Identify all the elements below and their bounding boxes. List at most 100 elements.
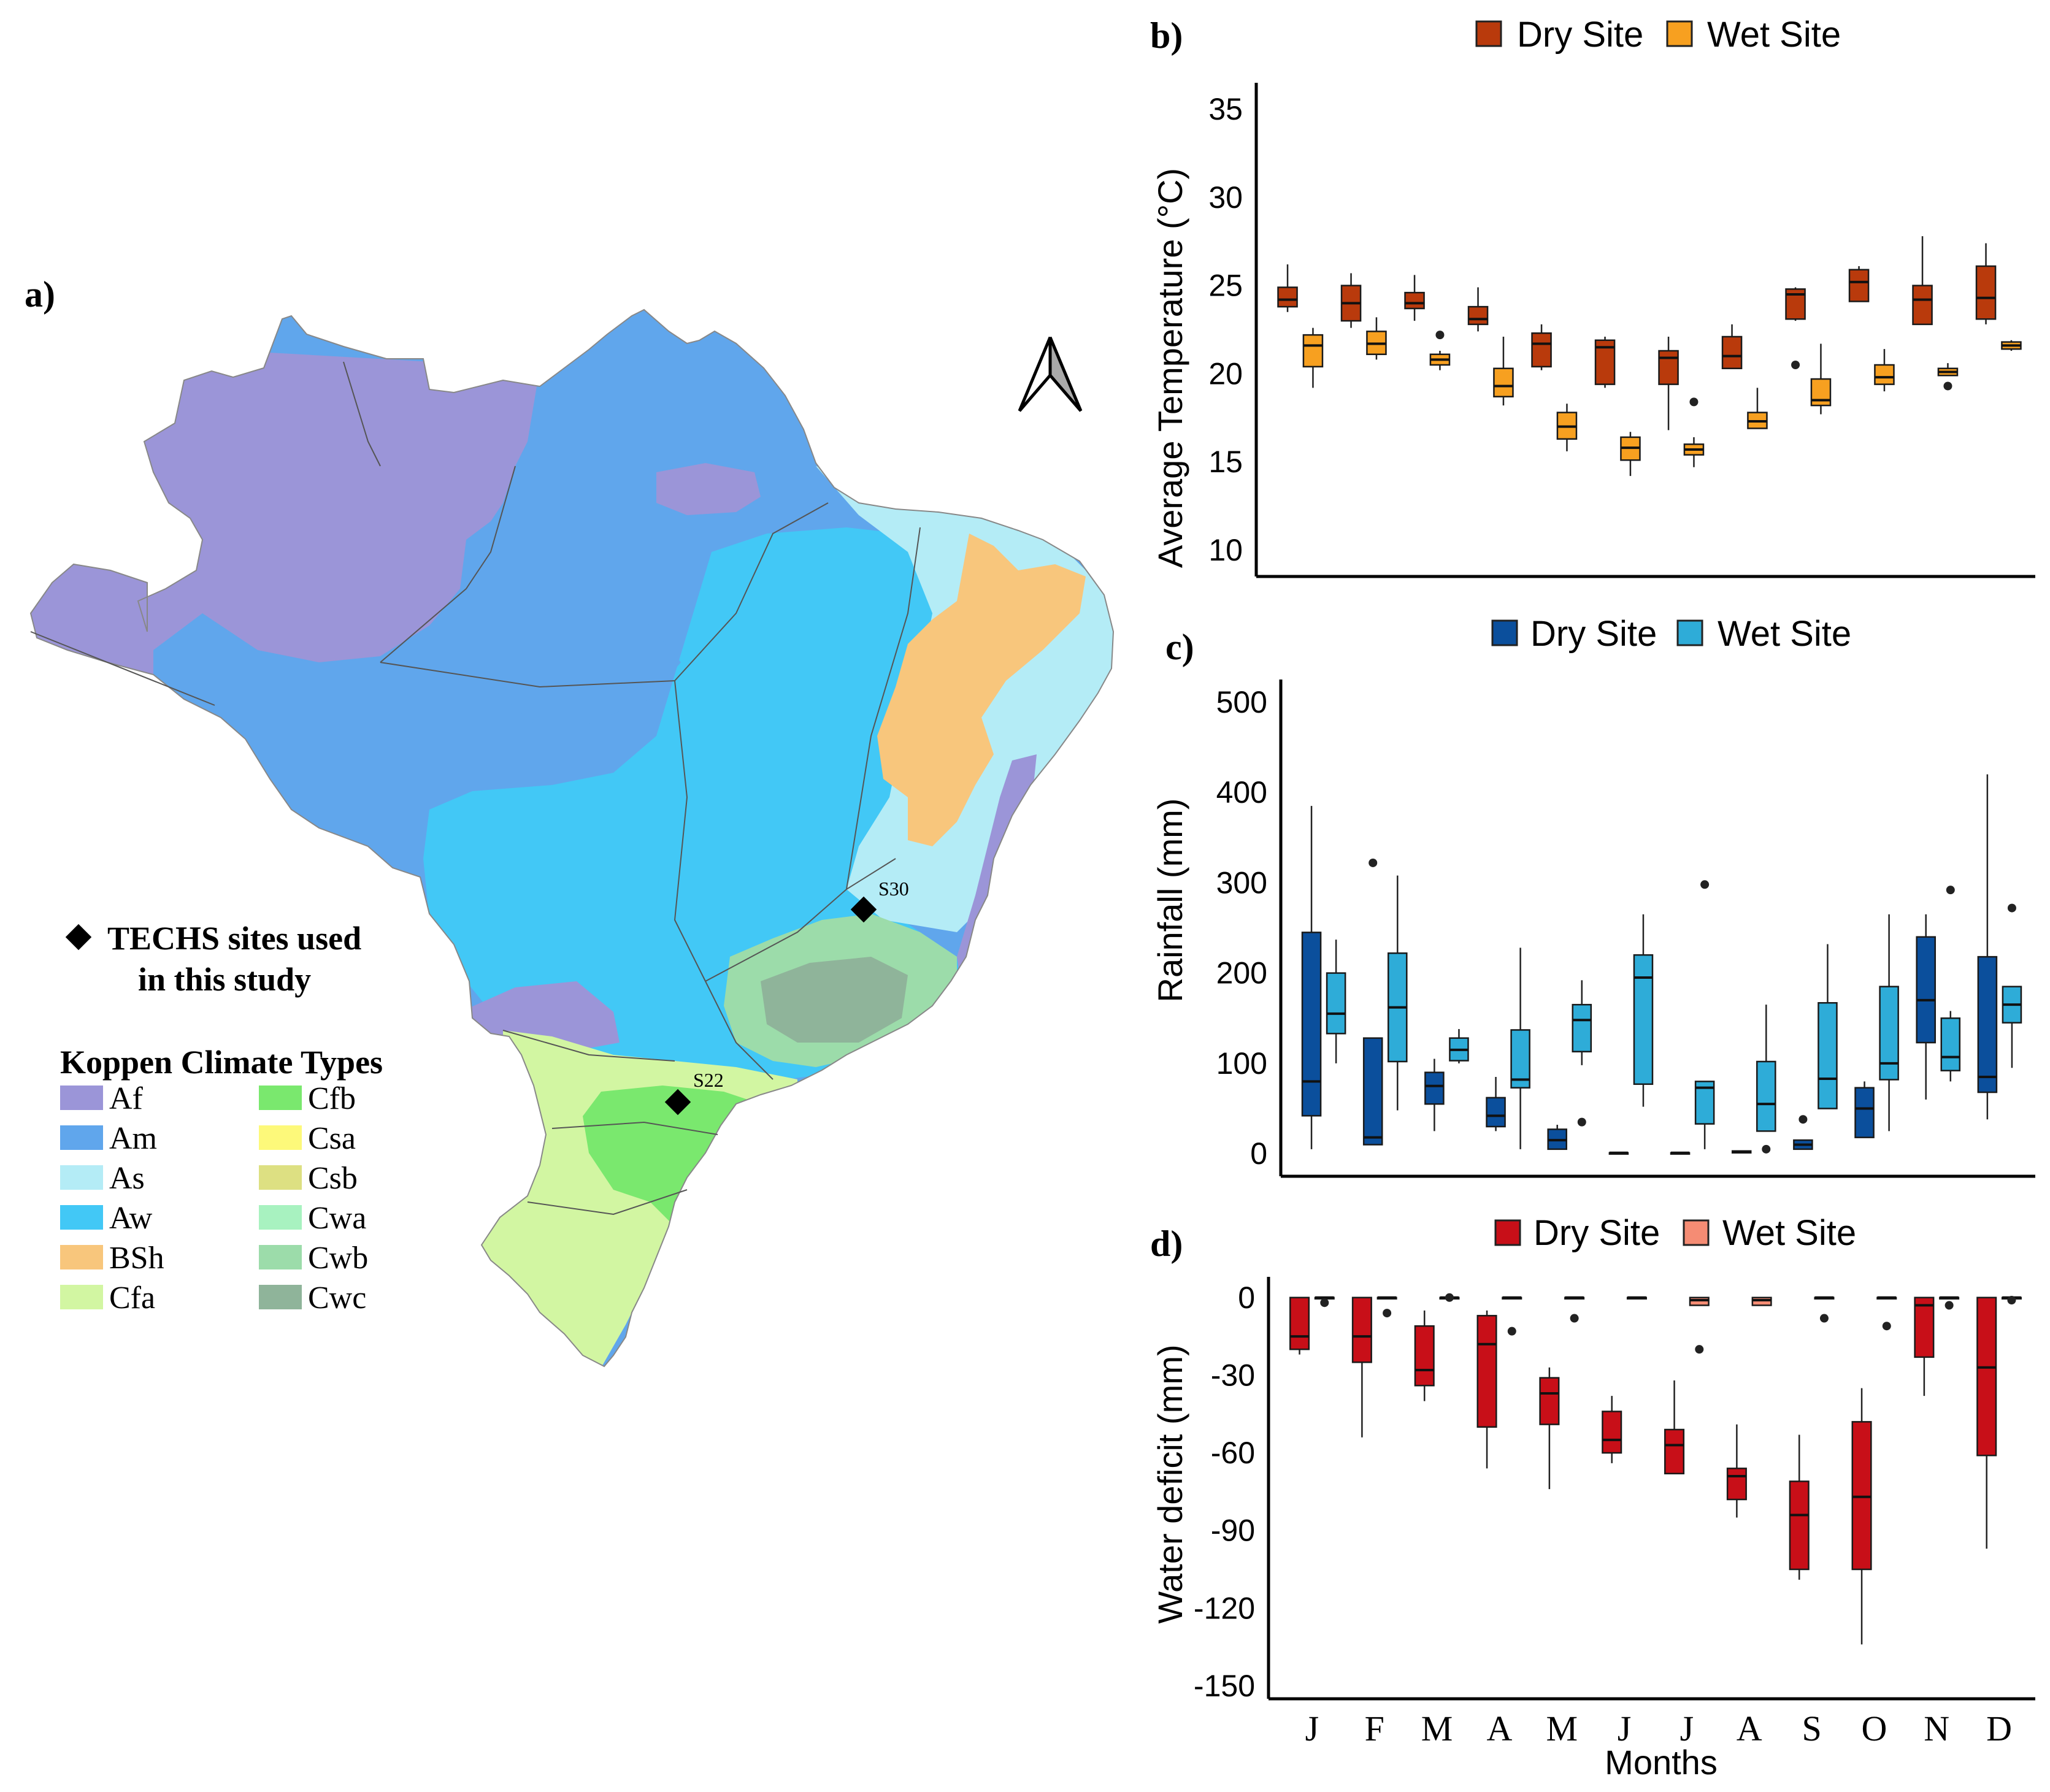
ylabel-d: Water deficit (mm) (1151, 1344, 1189, 1623)
climate-label-csb: Csb (308, 1161, 358, 1196)
box-dry-c-1 (1301, 932, 1322, 1117)
y-tick-label-d: -60 (1211, 1436, 1255, 1470)
y-tick-label-b: 20 (1208, 356, 1243, 391)
box-dry-b-10 (1848, 269, 1870, 302)
y-tick-label-d: -120 (1194, 1591, 1255, 1625)
y-tick-label-d: -30 (1211, 1358, 1255, 1392)
box-dry-b-5 (1531, 332, 1552, 368)
legend-c: Dry Site Wet Site (1491, 614, 1851, 654)
region-cwc (761, 957, 908, 1043)
north-arrow-right (1048, 337, 1083, 412)
ylabel-c: Rainfall (mm) (1151, 798, 1189, 1003)
state-borders (30, 361, 921, 1216)
x-tick-label-d: D (1986, 1709, 2012, 1748)
panel-label-a: a) (25, 274, 55, 315)
climate-swatch-am (60, 1125, 103, 1150)
panel-label-d: d) (1150, 1223, 1183, 1264)
y-tick-label-c: 300 (1216, 865, 1267, 900)
y-tick-label-c: 0 (1250, 1136, 1267, 1171)
y-tick-label-d: -150 (1194, 1669, 1255, 1703)
box-dry-d-6 (1602, 1411, 1622, 1454)
x-tick-label-d: M (1546, 1709, 1578, 1748)
box-dry-d-10 (1851, 1421, 1872, 1571)
climate-label-as: As (109, 1161, 145, 1196)
legend-b-wet-swatch (1666, 20, 1693, 47)
outlier-wet-c-5 (1577, 1117, 1586, 1127)
box-dry-b-12 (1975, 265, 1997, 320)
box-dry-d-12 (1976, 1296, 1997, 1457)
legend-d-wet-swatch (1683, 1219, 1710, 1246)
map-panel: a) (25, 274, 1115, 1368)
climate-swatch-cwc (259, 1285, 302, 1309)
site-label-s22: S22 (693, 1069, 724, 1091)
brazil-climate-map (31, 310, 1113, 1366)
climate-label-bsh: BSh (109, 1241, 164, 1276)
legend-d: Dry Site Wet Site (1494, 1213, 1856, 1253)
legend-b-wet-label: Wet Site (1707, 15, 1841, 55)
box-dry-d-1 (1289, 1296, 1310, 1350)
region-af-north (656, 463, 761, 515)
box-dry-c-4 (1486, 1097, 1506, 1128)
box-wet-b-9 (1810, 378, 1832, 407)
state-border (502, 1030, 675, 1062)
panel-label-c: c) (1165, 627, 1194, 667)
sites-legend-marker (65, 924, 92, 951)
climate-label-csa: Csa (308, 1121, 356, 1156)
box-dry-c-10 (1854, 1087, 1875, 1138)
box-dry-b-1 (1277, 286, 1298, 308)
climate-swatch-csb (259, 1165, 302, 1190)
y-tick-label-d: -90 (1211, 1514, 1255, 1548)
x-tick-label-d: J (1680, 1709, 1694, 1748)
climate-swatch-cwb (259, 1245, 302, 1269)
box-dry-b-4 (1467, 305, 1489, 326)
outlier-wet-c-12 (2007, 903, 2016, 913)
state-border (705, 981, 774, 1080)
climate-swatch-af (60, 1086, 103, 1110)
box-wet-c-10 (1879, 986, 1899, 1081)
temperature-panel: b) Dry Site Wet Site Average Temperature… (1150, 15, 2035, 578)
outlier-wet-d-1 (1320, 1298, 1329, 1308)
outlier-wet-c-11 (1946, 886, 1955, 895)
outlier-wet-c-8 (1762, 1144, 1771, 1154)
y-tick-label-c: 100 (1216, 1046, 1267, 1081)
legend-d-dry-swatch (1494, 1219, 1521, 1246)
y-tick-label-b: 15 (1208, 445, 1243, 479)
box-dry-d-2 (1351, 1296, 1372, 1363)
site-marker-s22 (664, 1089, 691, 1116)
climate-label-cwa: Cwa (308, 1201, 366, 1236)
state-border (846, 527, 921, 890)
outlier-wet-d-3 (1445, 1293, 1454, 1302)
x-tick-label-d: N (1924, 1709, 1949, 1748)
y-tick-label-d: 0 (1238, 1281, 1255, 1315)
climate-label-aw: Aw (109, 1201, 153, 1236)
boxplot-temperature: 10 15 20 25 30 35 (1208, 83, 2035, 578)
box-wet-c-9 (1818, 1001, 1838, 1109)
climate-label-cwc: Cwc (308, 1281, 366, 1315)
outlier-wet-d-4 (1507, 1327, 1516, 1336)
climate-label-cfa: Cfa (109, 1281, 155, 1315)
water-deficit-panel: d) Dry Site Wet Site Water deficit (mm) … (1150, 1213, 2035, 1782)
y-tick-label-b: 25 (1208, 269, 1243, 303)
box-wet-c-8 (1756, 1060, 1776, 1132)
box-dry-c-3 (1424, 1071, 1445, 1105)
outlier-dry-c-2 (1369, 858, 1378, 867)
legend-d-dry-label: Dry Site (1534, 1213, 1660, 1253)
outlier-wet-d-9 (1819, 1314, 1829, 1323)
y-tick-label-b: 35 (1208, 92, 1243, 126)
state-border (551, 1121, 718, 1135)
outlier-dry-b-9 (1791, 361, 1800, 369)
box-dry-d-4 (1476, 1315, 1497, 1428)
xlabel-d: Months (1605, 1743, 1718, 1782)
box-dry-b-7 (1658, 350, 1679, 385)
sites-legend-line2: in this study (138, 961, 311, 998)
box-dry-d-9 (1789, 1480, 1810, 1571)
box-wet-b-10 (1874, 364, 1895, 385)
box-dry-b-3 (1404, 291, 1425, 310)
box-wet-c-4 (1510, 1029, 1530, 1089)
climate-label-am: Am (109, 1121, 157, 1156)
x-tick-label-d: S (1802, 1709, 1821, 1748)
state-border (343, 361, 381, 467)
state-border (380, 465, 516, 663)
